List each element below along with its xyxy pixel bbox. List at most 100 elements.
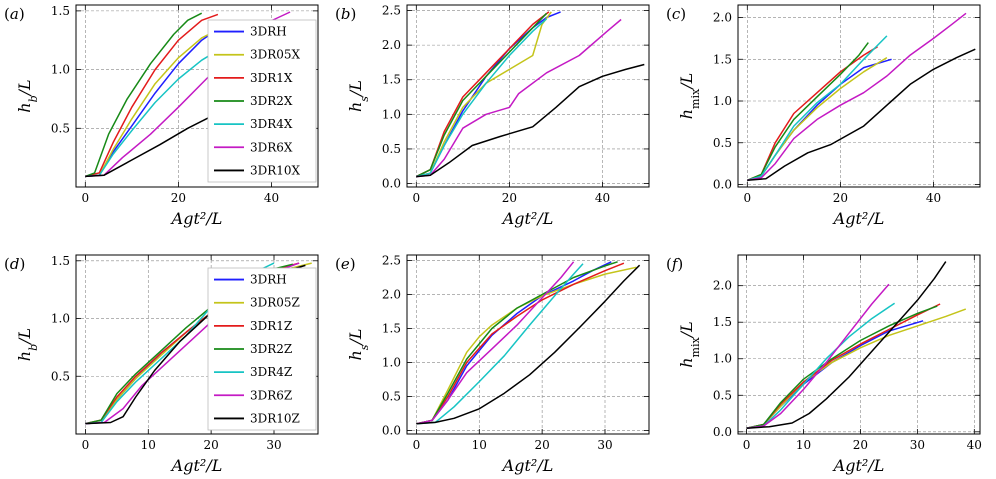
series-line-3DRH bbox=[85, 30, 217, 178]
y-tick-label: 0.5 bbox=[382, 390, 401, 404]
y-axis-label: hb/L bbox=[15, 79, 40, 112]
series-line-3DR2Z bbox=[416, 261, 618, 425]
x-axis-label: Agt²/L bbox=[170, 209, 223, 228]
y-axis-label: hs/L bbox=[346, 80, 371, 112]
x-tick-label: 20 bbox=[502, 191, 517, 205]
legend-label-3DR4X: 3DR4X bbox=[250, 117, 293, 131]
x-tick-label: 30 bbox=[597, 438, 612, 452]
y-tick-label: 0.5 bbox=[51, 121, 70, 135]
legend-label-3DRH: 3DRH bbox=[250, 25, 287, 39]
y-tick-label: 0.0 bbox=[713, 425, 732, 439]
x-tick-label: 0 bbox=[743, 438, 751, 452]
x-axis-label: Agt²/L bbox=[501, 209, 554, 228]
y-tick-label: 1.0 bbox=[382, 107, 401, 121]
y-tick-label: 1.0 bbox=[51, 63, 70, 77]
series-line-3DR10X bbox=[416, 63, 645, 178]
series-line-3DR05Z bbox=[416, 266, 637, 425]
legend-label-3DR1X: 3DR1X bbox=[250, 71, 293, 85]
x-tick-label: 40 bbox=[926, 191, 941, 205]
y-axis-label: hs/L bbox=[346, 329, 371, 361]
series-line-3DR2Z bbox=[746, 305, 938, 429]
y-tick-label: 1.5 bbox=[51, 4, 70, 18]
y-axis-label: hb/L bbox=[15, 328, 40, 361]
panel-c: 0 20 40 0.0 0.5 1.0 1.5 2.0 Agt²/L hmix/L (c) bbox=[666, 4, 981, 228]
panel-b: 0 20 40 0.0 0.5 1.0 1.5 2.0 2.5 Agt²/L hs/L (b) bbox=[335, 4, 650, 228]
panel-label: (f) bbox=[666, 255, 683, 273]
y-tick-label: 1.5 bbox=[382, 73, 401, 87]
legend-label-3DR05Z: 3DR05Z bbox=[250, 296, 300, 310]
y-axis-label: hmix/L bbox=[677, 73, 702, 119]
series-line-3DR6Z bbox=[416, 261, 575, 425]
panel-f: 0 10 20 30 40 0.0 0.5 1.0 1.5 2.0 Agt²/L hmix/L (f) bbox=[666, 254, 982, 475]
legend: 3DRH 3DR05X 3DR1X 3DR2X 3DR4X 3DR6X 3DR10X bbox=[207, 19, 317, 183]
x-tick-label: 30 bbox=[266, 438, 281, 452]
plot-frame bbox=[406, 254, 650, 435]
y-tick-label: 2.0 bbox=[713, 279, 732, 293]
x-tick-label: 40 bbox=[967, 438, 982, 452]
y-tick-label: 0.0 bbox=[382, 177, 401, 191]
series-line-3DR4Z bbox=[416, 263, 584, 425]
x-tick-label: 0 bbox=[743, 191, 751, 205]
y-tick-label: 1.0 bbox=[51, 312, 70, 326]
y-tick-label: 2.5 bbox=[382, 253, 401, 267]
panel-label: (a) bbox=[4, 5, 25, 23]
y-tick-label: 1.0 bbox=[382, 356, 401, 370]
x-tick-label: 20 bbox=[171, 191, 186, 205]
legend-label-3DR2Z: 3DR2Z bbox=[250, 342, 292, 356]
series-line-3DR6Z bbox=[746, 283, 890, 429]
y-tick-label: 1.0 bbox=[713, 94, 732, 108]
panel-label: (c) bbox=[666, 5, 686, 23]
x-tick-label: 0 bbox=[412, 191, 420, 205]
series-line-3DR4X bbox=[747, 35, 888, 182]
x-tick-label: 0 bbox=[81, 191, 89, 205]
y-tick-label: 1.5 bbox=[51, 254, 70, 268]
series-line-3DR1X bbox=[747, 46, 878, 181]
legend-label-3DR6X: 3DR6X bbox=[250, 140, 293, 154]
panel-a: 0 20 400.51.01.5Agt²/Lhb/L(a)3DRH3DR05X3DR… bbox=[4, 4, 319, 228]
plot-frame bbox=[737, 254, 981, 435]
series-line-3DR4X bbox=[416, 18, 548, 178]
x-tick-label: 40 bbox=[595, 191, 610, 205]
legend-label-3DR10X: 3DR10X bbox=[250, 163, 301, 177]
y-tick-label: 1.5 bbox=[713, 315, 732, 329]
legend-label-3DRH: 3DRH bbox=[250, 273, 287, 287]
y-tick-label: 2.0 bbox=[382, 287, 401, 301]
legend: 3DRH 3DR05Z 3DR1Z 3DR2Z 3DR4Z 3DR6Z 3DR10Z bbox=[207, 267, 317, 431]
panel-e: 0 10 20 30 0.0 0.5 1.0 1.5 2.0 2.5 Agt²/L hs/L (e) bbox=[335, 253, 650, 475]
series-line-3DR2X bbox=[747, 42, 869, 181]
legend-label-3DR1Z: 3DR1Z bbox=[250, 319, 292, 333]
x-axis-label: Agt²/L bbox=[832, 209, 885, 228]
y-tick-label: 0.0 bbox=[713, 177, 732, 191]
series-line-3DR1Z bbox=[416, 262, 625, 425]
panel-d: 0 10 20 300.51.01.5Agt²/Lhb/L(d)3DRH3DR05Z3… bbox=[4, 254, 319, 475]
x-tick-label: 20 bbox=[853, 438, 868, 452]
y-tick-label: 1.5 bbox=[713, 52, 732, 66]
x-tick-label: 0 bbox=[413, 438, 421, 452]
plot-frame bbox=[737, 4, 981, 188]
series-line-3DR10Z bbox=[416, 264, 641, 425]
series-line-3DR1X bbox=[415, 11, 550, 178]
series-line-3DR2X bbox=[85, 12, 203, 178]
legend-label-3DR6Z: 3DR6Z bbox=[250, 388, 292, 402]
series-line-3DR05X bbox=[85, 27, 221, 178]
y-tick-label: 2.0 bbox=[382, 38, 401, 52]
x-axis-label: Agt²/L bbox=[832, 456, 885, 475]
y-tick-label: 2.0 bbox=[713, 11, 732, 25]
x-tick-label: 30 bbox=[910, 438, 925, 452]
y-axis-label: hmix/L bbox=[677, 321, 702, 367]
series-line-3DR10X bbox=[747, 48, 976, 182]
series-line-3DR4X bbox=[85, 45, 226, 178]
series-line-3DR1X bbox=[85, 13, 219, 178]
plot-frame bbox=[75, 4, 319, 188]
series-line-3DR2X bbox=[415, 12, 548, 178]
legend-label-3DR10Z: 3DR10Z bbox=[250, 411, 300, 425]
panel-label: (b) bbox=[335, 5, 356, 23]
series-line-3DR6X bbox=[416, 18, 622, 178]
y-tick-label: 0.5 bbox=[382, 142, 401, 156]
x-tick-label: 0 bbox=[82, 438, 90, 452]
x-tick-label: 20 bbox=[833, 191, 848, 205]
plot-frame bbox=[406, 4, 650, 188]
y-tick-label: 0.5 bbox=[713, 136, 732, 150]
x-tick-label: 10 bbox=[796, 438, 811, 452]
